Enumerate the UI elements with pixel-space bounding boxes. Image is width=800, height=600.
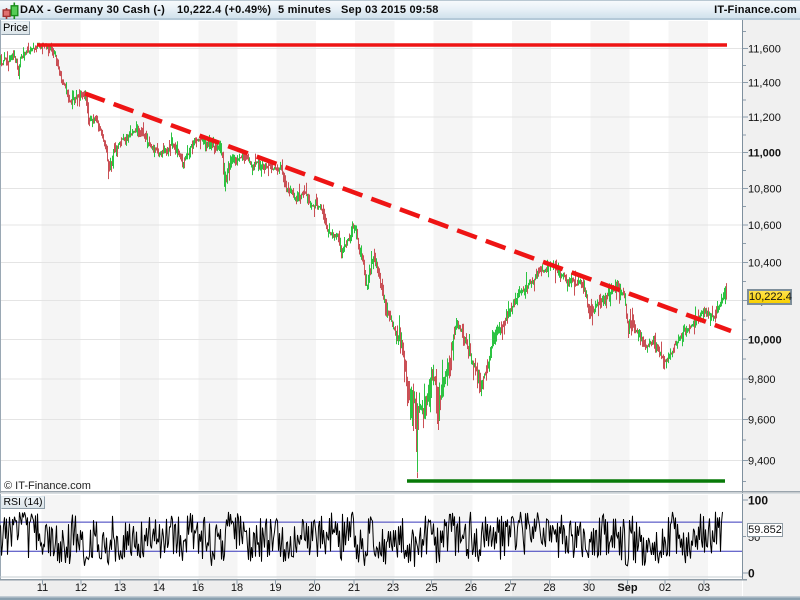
svg-text:9,400: 9,400 — [748, 456, 776, 468]
svg-text:03: 03 — [698, 582, 710, 594]
svg-text:16: 16 — [192, 582, 204, 594]
svg-text:100: 100 — [748, 494, 768, 508]
svg-text:30: 30 — [583, 582, 595, 594]
svg-text:Sep: Sep — [617, 582, 637, 594]
svg-text:21: 21 — [348, 582, 360, 594]
svg-text:20: 20 — [308, 582, 320, 594]
svg-text:23: 23 — [387, 582, 399, 594]
svg-text:10,000: 10,000 — [748, 334, 782, 346]
svg-text:13: 13 — [114, 582, 126, 594]
svg-text:28: 28 — [543, 582, 555, 594]
svg-text:0: 0 — [748, 567, 755, 581]
svg-text:10,800: 10,800 — [748, 184, 782, 196]
svg-text:9,800: 9,800 — [748, 374, 776, 386]
svg-text:11: 11 — [37, 582, 48, 594]
svg-text:10,600: 10,600 — [748, 220, 782, 232]
svg-text:02: 02 — [659, 582, 671, 594]
svg-text:19: 19 — [269, 582, 281, 594]
svg-text:12: 12 — [75, 582, 87, 594]
svg-text:11,400: 11,400 — [748, 78, 781, 90]
svg-text:14: 14 — [153, 582, 165, 594]
svg-text:11,200: 11,200 — [748, 112, 781, 124]
svg-text:18: 18 — [231, 582, 243, 594]
svg-text:11,000: 11,000 — [748, 148, 781, 160]
svg-text:11,600: 11,600 — [748, 43, 781, 55]
svg-text:27: 27 — [504, 582, 516, 594]
svg-text:25: 25 — [425, 582, 437, 594]
svg-text:26: 26 — [465, 582, 477, 594]
svg-text:9,600: 9,600 — [748, 414, 776, 426]
svg-text:10,400: 10,400 — [748, 257, 782, 269]
